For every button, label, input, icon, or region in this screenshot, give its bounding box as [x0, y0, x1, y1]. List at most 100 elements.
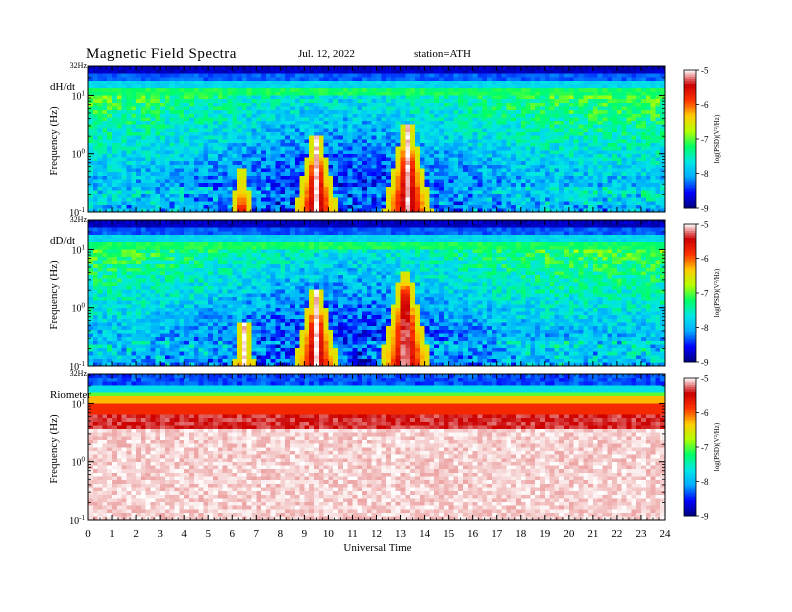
colorbar-step: [684, 401, 696, 404]
colorbar-step: [684, 233, 696, 236]
colorbar-step: [684, 513, 696, 517]
colorbar-step: [684, 442, 696, 446]
colorbar-step: [684, 258, 696, 262]
colorbar-step: [684, 247, 696, 250]
top-frequency-label: 32Hz: [70, 61, 88, 70]
colorbar-step: [684, 168, 696, 172]
colorbar-step: [684, 499, 696, 503]
colorbar-step: [684, 476, 696, 480]
colorbar-step: [684, 189, 696, 193]
colorbar-step: [684, 304, 696, 308]
colorbar-step: [684, 424, 696, 427]
colorbar-step: [684, 288, 696, 292]
colorbar-tick-label: -8: [701, 323, 709, 333]
colorbar-step: [684, 490, 696, 494]
colorbar-step: [684, 396, 696, 400]
colorbar-tick-label: -6: [701, 254, 709, 264]
colorbar-step: [684, 327, 696, 331]
x-tick-label: 17: [491, 528, 503, 540]
colorbar-step: [684, 339, 696, 342]
colorbar-step: [684, 410, 696, 413]
x-tick-label: 0: [85, 528, 91, 540]
panel-riometer: 10-1 100 101 32Hz Riometer Frequency (Hz) -5 -6…: [48, 369, 721, 527]
colorbar-step: [684, 83, 696, 87]
colorbar-step: [684, 79, 696, 82]
colorbar-tick-label: -7: [701, 135, 709, 145]
colorbar-step: [684, 143, 696, 147]
x-tick-label: 12: [371, 528, 382, 540]
colorbar-step: [684, 497, 696, 501]
colorbar-step: [684, 251, 696, 255]
colorbar-step: [684, 74, 696, 78]
colorbar-step: [684, 437, 696, 441]
colorbar-step: [684, 122, 696, 126]
colorbar-step: [684, 472, 696, 475]
colorbar-step: [684, 180, 696, 184]
colorbar-step: [684, 460, 696, 464]
colorbar-step: [684, 185, 696, 188]
x-tick-label: 13: [395, 528, 407, 540]
panel-dddt: 10-1 100 101 32Hz dD/dt Frequency (Hz) -5 -6 -7 -…: [48, 215, 721, 373]
colorbar: [684, 378, 696, 517]
colorbar-step: [684, 348, 696, 351]
colorbar-step: [684, 474, 696, 478]
colorbar-step: [684, 444, 696, 448]
colorbar-step: [684, 139, 696, 142]
colorbar-step: [684, 237, 696, 241]
x-tick-label: 6: [230, 528, 236, 540]
colorbar-step: [684, 286, 696, 289]
y-axis-label: Frequency (Hz): [48, 260, 60, 330]
colorbar-step: [684, 81, 696, 85]
colorbar-step: [684, 398, 696, 402]
colorbar-step: [684, 281, 696, 285]
spectrogram-cells: [88, 66, 666, 213]
colorbar-step: [684, 465, 696, 469]
colorbar-tick-label: -9: [701, 204, 709, 214]
colorbar-step: [684, 276, 696, 280]
colorbar-step: [684, 182, 696, 186]
y-tick-label: 100: [72, 148, 86, 161]
colorbar-step: [684, 299, 696, 303]
colorbar-step: [684, 318, 696, 321]
top-frequency-label: 32Hz: [70, 215, 88, 224]
colorbar-step: [684, 260, 696, 264]
colorbar-step: [684, 76, 696, 80]
y-tick-label: 101: [72, 89, 86, 102]
colorbar-step: [684, 407, 696, 411]
colorbar-step: [684, 228, 696, 232]
colorbar-step: [684, 322, 696, 326]
colorbar-step: [684, 495, 696, 498]
colorbar-tick-label: -7: [701, 289, 709, 299]
x-tick-label: 2: [133, 528, 139, 540]
colorbar-step: [684, 235, 696, 239]
colorbar-step: [684, 134, 696, 138]
colorbar-step: [684, 504, 696, 508]
colorbar-step: [684, 263, 696, 266]
colorbar-step: [684, 230, 696, 234]
colorbar-step: [684, 97, 696, 101]
colorbar-step: [684, 382, 696, 386]
y-tick-label: 10-1: [69, 514, 85, 527]
colorbar-tick-label: -8: [701, 169, 709, 179]
colorbar-step: [684, 456, 696, 459]
colorbar-step: [684, 125, 696, 128]
colorbar-step: [684, 106, 696, 110]
colorbar-step: [684, 129, 696, 133]
x-tick-label: 10: [323, 528, 335, 540]
x-tick-label: 23: [635, 528, 647, 540]
spectrogram-cells: [88, 374, 666, 521]
x-tick-label: 20: [563, 528, 575, 540]
colorbar-step: [684, 447, 696, 450]
colorbar-step: [684, 256, 696, 259]
colorbar-step: [684, 86, 696, 89]
x-tick-label: 4: [181, 528, 187, 540]
colorbar-step: [684, 380, 696, 383]
colorbar-step: [684, 426, 696, 429]
colorbar-step: [684, 283, 696, 287]
colorbar-step: [684, 359, 696, 363]
colorbar-step: [684, 467, 696, 471]
colorbar-tick-label: -8: [701, 477, 709, 487]
colorbar-step: [684, 297, 696, 301]
colorbar-step: [684, 332, 696, 335]
